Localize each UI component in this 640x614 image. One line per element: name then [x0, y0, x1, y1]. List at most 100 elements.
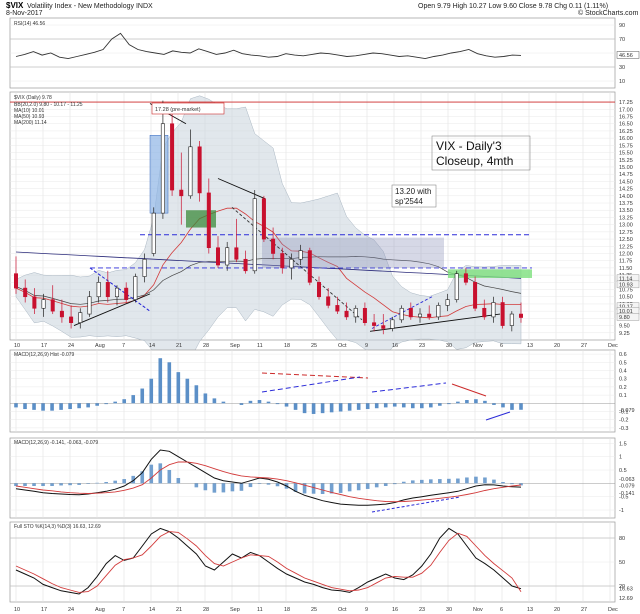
y-tick-label: 90: [619, 23, 625, 29]
histogram-bar: [32, 403, 36, 410]
candle-body: [280, 253, 285, 269]
y-tick-label: 50: [619, 560, 625, 566]
y-tick-label: 13.50: [619, 208, 633, 214]
x-tick-label: 7: [122, 343, 125, 349]
price-right-box: [616, 313, 640, 321]
macd-histogram-bar: [347, 483, 352, 492]
y-tick-label: 10.50: [619, 295, 633, 301]
histogram-bar: [194, 385, 199, 404]
pullback-zone: [186, 210, 216, 228]
macd-histogram-bar: [230, 483, 235, 492]
macd-histogram-bar: [401, 481, 406, 484]
macd-histogram-bar: [95, 482, 99, 484]
y-tick-label: 14.25: [619, 187, 633, 193]
candle-body: [69, 316, 74, 323]
candle-body: [96, 282, 101, 298]
histogram-bar: [95, 403, 99, 406]
macd-histogram-bar: [410, 480, 415, 484]
x-tick-label: 13: [527, 343, 533, 349]
macd-histogram-bar: [420, 479, 424, 484]
histogram-bar: [365, 403, 370, 410]
stochastic-d-line: [15, 531, 522, 593]
macd-histogram-bar: [140, 471, 145, 484]
macd-histogram-bar: [510, 483, 514, 485]
macd-histogram-bar: [176, 478, 181, 484]
y-tick-label: 0.5: [619, 360, 627, 366]
price-label: $VIX (Daily) 9.78: [14, 95, 52, 101]
candle-body: [78, 312, 83, 323]
x-tick-label: 6: [500, 343, 503, 349]
x-tick-label: 30: [446, 607, 452, 613]
candle-body: [326, 296, 331, 306]
macd-histogram-bar: [203, 483, 208, 491]
macd-right-label: -0.141: [619, 491, 635, 497]
macd-histogram-bar: [158, 463, 163, 484]
histogram-bar: [14, 403, 18, 408]
macd-histogram-bar: [465, 477, 469, 484]
watermark: © StockCharts.com: [578, 9, 639, 17]
price-legend-entry: MA(10) 10.01: [14, 108, 45, 114]
histogram-bar: [77, 403, 81, 409]
macd-histogram-bar: [492, 479, 496, 484]
candle-body: [307, 250, 312, 283]
candle-body: [436, 305, 441, 318]
macd-panel: -1 -0.5 0.5 1 1.5 MACD(12,26,9) -0.141, -0.06…: [9, 437, 635, 519]
macd-histogram-bar: [474, 476, 478, 484]
histogram-bar: [356, 403, 361, 410]
decline-trendline: [217, 178, 266, 200]
chart-header: $VIX Volatility Index - New Methodology …: [6, 1, 639, 17]
candle-body: [399, 307, 404, 321]
x-tick-label: 24: [68, 607, 74, 613]
histogram-bar: [239, 403, 244, 405]
price-panel: 9.259.509.7510.0010.2510.5010.7511.0011.…: [9, 91, 640, 382]
macd-label: MACD(12,26,9) -0.141, -0.063, -0.079: [14, 440, 98, 446]
macd-histogram-bar: [59, 483, 63, 486]
y-tick-label: 9.25: [619, 331, 630, 337]
histogram-bar: [176, 372, 181, 404]
macd-histogram-bar: [293, 483, 298, 492]
y-tick-label: 15.25: [619, 158, 633, 164]
note-line-2: sp'2544: [395, 197, 423, 206]
histogram-bar: [86, 403, 90, 408]
macd-histogram-bar: [275, 483, 280, 487]
macd-histogram-bar: [320, 483, 325, 494]
x-tick-label: 28: [203, 343, 209, 349]
y-tick-label: 80: [619, 536, 625, 542]
macd-histogram-bar: [86, 483, 90, 484]
flag-line: [89, 267, 151, 312]
y-tick-label: -0.2: [619, 418, 628, 424]
x-tick-label: 18: [284, 343, 290, 349]
y-tick-label: -0.5: [619, 495, 628, 501]
candle-body: [491, 302, 496, 318]
stochastic-panel: 20 50 80 Full STO %K(14,3) %D(3) 16.63, 12.…: [9, 521, 633, 613]
candle-body: [454, 273, 459, 300]
y-tick-label: -0.1: [619, 410, 628, 416]
x-tick-label: 23: [419, 607, 425, 613]
x-tick-label: Aug: [95, 343, 105, 349]
histogram-bar: [158, 358, 163, 404]
candle-body: [188, 146, 193, 197]
histogram-bar: [104, 403, 108, 405]
macd-histogram-bar: [23, 483, 27, 486]
candle-body: [509, 313, 514, 326]
y-tick-label: 14.50: [619, 179, 633, 185]
x-tick-label: Sep: [230, 607, 240, 613]
macd-histogram-bar: [383, 483, 388, 486]
y-tick-label: 17.00: [619, 107, 633, 113]
histogram-bar: [59, 403, 63, 410]
target-zone: [448, 269, 532, 278]
y-tick-label: 20: [619, 584, 625, 590]
x-tick-label: 24: [68, 343, 74, 349]
histogram-frame: [9, 349, 616, 433]
histogram-bar: [284, 403, 289, 407]
hist-divergence-red-2: [451, 383, 487, 397]
ma50-line: [15, 256, 522, 305]
macd-histogram-bar: [329, 483, 334, 494]
y-tick-label: 17.25: [619, 100, 633, 106]
histogram-bar: [311, 403, 316, 414]
histogram-bar: [465, 400, 469, 404]
price-right-label: 11.14: [619, 276, 632, 282]
macd-histogram-bar: [447, 478, 451, 484]
x-tick-label: 10: [14, 607, 20, 613]
macd-histogram-bar: [338, 483, 343, 493]
